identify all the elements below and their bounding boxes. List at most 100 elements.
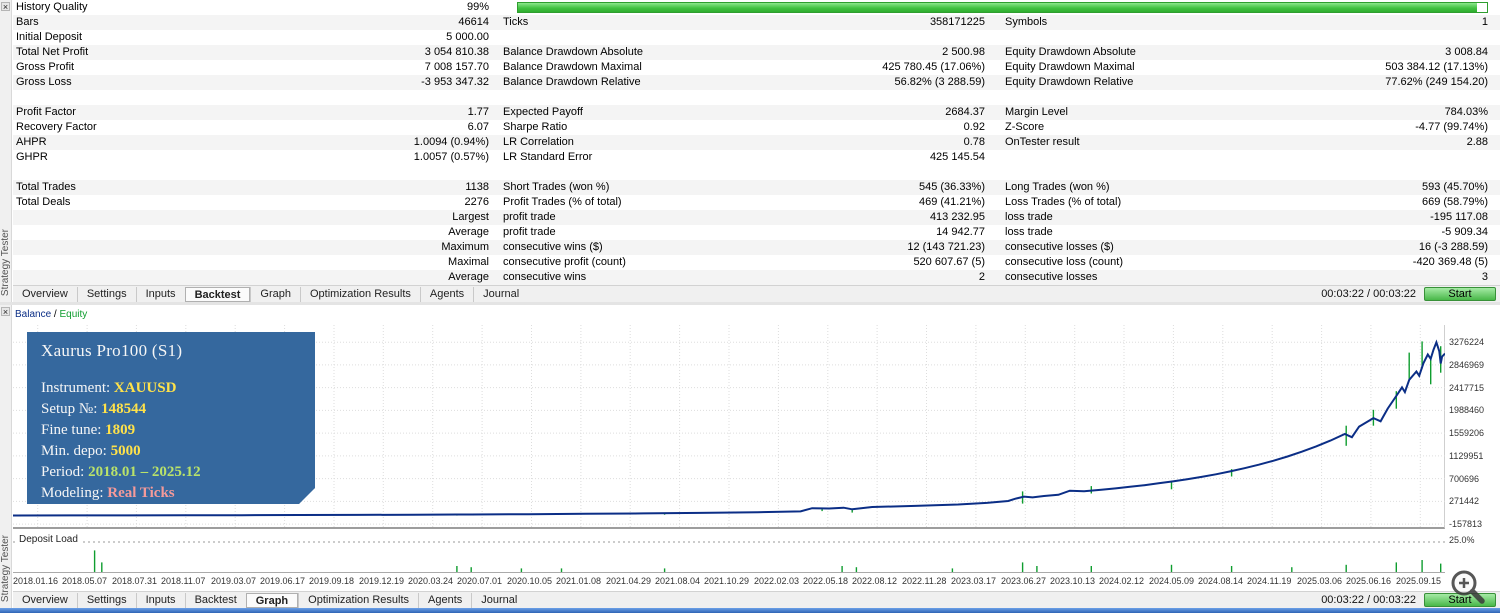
y-axis-label: 1129951: [1449, 451, 1484, 461]
stat-label: GHPR: [16, 151, 48, 163]
stat-value: 1.77: [467, 106, 489, 118]
stats-cell: Symbols 1: [1001, 15, 1500, 30]
y-axis: 3276224 2846969 2417715 1988460 1559206 11299…: [1449, 325, 1499, 529]
tab-inputs[interactable]: Inputs: [135, 592, 185, 608]
stat-label: Total Net Profit: [16, 46, 89, 58]
stat-label: [13, 225, 16, 240]
stats-cell: Total Deals 2276: [13, 195, 499, 210]
tab-inputs[interactable]: Inputs: [135, 286, 185, 302]
tab-agents[interactable]: Agents: [419, 286, 473, 302]
stat-value: 593 (45.70%): [1421, 181, 1488, 193]
x-axis-label: 2025.09.15: [1396, 576, 1442, 586]
y-axis-label: 1559206: [1449, 428, 1485, 438]
stats-cell: AHPR 1.0094 (0.94%): [13, 135, 499, 150]
panel-gutter-bottom: × Strategy Tester: [0, 305, 12, 608]
history-quality-fill: [518, 3, 1478, 12]
stat-label: Ticks: [503, 16, 529, 28]
x-axis-label: 2021.08.04: [655, 576, 701, 586]
legend-balance: Balance: [15, 309, 52, 320]
x-axis-label: 2025.03.06: [1297, 576, 1343, 586]
stats-row: Total Deals 2276 Profit Trades (% of total…: [13, 195, 1500, 210]
x-axis-label: 2020.07.01: [457, 576, 503, 586]
stat-label: Total Deals: [16, 196, 71, 208]
stats-spacer-row: [13, 90, 1500, 105]
infobox-line: Modeling: Real Ticks: [41, 483, 315, 504]
stats-cell: Balance Drawdown Relative 56.82% (3 288.5…: [499, 75, 1001, 90]
stats-cell: Profit Trades (% of total) 469 (41.21%): [499, 195, 1001, 210]
tab-optimization-results[interactable]: Optimization Results: [298, 592, 418, 608]
deposit-load-scale: 25.0%: [1449, 535, 1475, 545]
stats-cell: LR Correlation 0.78: [499, 135, 1001, 150]
stats-row: Largest profit trade 413 232.95 loss trade -…: [13, 210, 1500, 225]
stat-label: Short Trades (won %): [503, 181, 610, 193]
stats-row: Maximum consecutive wins ($) 12 (143 721.2…: [13, 240, 1500, 255]
stats-cell: Largest: [13, 210, 499, 225]
x-axis-label: 2020.10.05: [507, 576, 553, 586]
stat-value: 520 607.67 (5): [913, 256, 985, 268]
stats-cell: consecutive profit (count) 520 607.67 (5): [499, 255, 1001, 270]
stats-cell: consecutive wins 2: [499, 270, 1001, 285]
x-axis-label: 2022.08.12: [852, 576, 898, 586]
stat-value: 784.03%: [1444, 106, 1488, 118]
stats-row: Average consecutive wins 2 consecutive loss…: [13, 270, 1500, 285]
stats-cell: consecutive losses 3: [1001, 270, 1500, 285]
stat-label: [13, 255, 16, 270]
stat-value: 469 (41.21%): [918, 196, 985, 208]
x-axis-label: 2024.05.09: [1149, 576, 1195, 586]
stats-cell: Average: [13, 225, 499, 240]
stats-cell: consecutive losses ($) 16 (-3 288.59): [1001, 240, 1500, 255]
tab-backtest[interactable]: Backtest: [184, 286, 251, 302]
stats-cell: LR Standard Error 425 145.54: [499, 150, 1001, 165]
panel-gutter-top: × Strategy Tester: [0, 0, 12, 302]
x-axis: 2018.01.16 2018.05.07 2018.07.31 2018.11.07…: [13, 576, 1458, 588]
tab-optimization-results[interactable]: Optimization Results: [300, 286, 420, 302]
stat-value: 0.78: [963, 136, 985, 148]
stats-cell: Ticks 358171225: [499, 15, 1001, 30]
stat-label: profit trade: [503, 226, 556, 238]
stat-label: Margin Level: [1005, 106, 1068, 118]
stats-cell: Profit Factor 1.77: [13, 105, 499, 120]
stats-cell: Initial Deposit 5 000.00: [13, 30, 499, 45]
stat-label: [1001, 30, 1005, 45]
stats-cell: profit trade 413 232.95: [499, 210, 1001, 225]
stat-value: 2: [978, 271, 985, 283]
balance-equity-chart[interactable]: Xaurus Pro100 (S1) Instrument: XAUUSD Set…: [13, 325, 1445, 529]
close-icon[interactable]: ×: [1, 307, 10, 317]
close-icon[interactable]: ×: [1, 2, 10, 12]
start-button[interactable]: Start: [1424, 287, 1496, 301]
x-axis-label: 2021.04.29: [606, 576, 652, 586]
stat-value: [1488, 150, 1500, 165]
stat-value: 3 054 810.38: [424, 46, 489, 58]
tab-agents[interactable]: Agents: [418, 592, 471, 608]
stat-label: consecutive profit (count): [503, 256, 626, 268]
tab-journal[interactable]: Journal: [473, 286, 528, 302]
stat-label: Sharpe Ratio: [503, 121, 568, 133]
stats-row: Profit Factor 1.77 Expected Payoff 2684.37 M…: [13, 105, 1500, 120]
stats-cell: [1001, 30, 1500, 45]
strategy-infobox: Xaurus Pro100 (S1) Instrument: XAUUSD Set…: [27, 332, 315, 504]
x-axis-label: 2023.06.27: [1001, 576, 1047, 586]
stats-row: GHPR 1.0057 (0.57%) LR Standard Error 425 1…: [13, 150, 1500, 165]
tab-overview[interactable]: Overview: [22, 593, 68, 606]
tab-settings[interactable]: Settings: [76, 592, 136, 608]
tab-settings[interactable]: Settings: [76, 286, 136, 302]
stats-cell: Margin Level 784.03%: [1001, 105, 1500, 120]
tab-journal[interactable]: Journal: [471, 592, 526, 608]
deposit-load-label: Deposit Load: [16, 534, 81, 545]
stats-cell: profit trade 14 942.77: [499, 225, 1001, 240]
tab-backtest[interactable]: Backtest: [184, 592, 246, 608]
stat-value: 7 008 157.70: [424, 61, 489, 73]
stat-label: Profit Trades (% of total): [503, 196, 622, 208]
x-axis-label: 2018.11.07: [161, 576, 206, 586]
stat-value: 1138: [465, 181, 489, 193]
stats-spacer-row: [13, 165, 1500, 180]
tab-graph[interactable]: Graph: [245, 592, 299, 608]
stat-label: LR Correlation: [503, 136, 574, 148]
stats-cell: Balance Drawdown Maximal 425 780.45 (17.0…: [499, 60, 1001, 75]
tab-overview[interactable]: Overview: [22, 287, 68, 300]
stat-label: Equity Drawdown Absolute: [1005, 46, 1136, 58]
stat-value: Maximal: [448, 256, 489, 268]
stat-value: [985, 30, 1001, 45]
tab-graph[interactable]: Graph: [250, 286, 300, 302]
window-border: [0, 608, 1500, 613]
